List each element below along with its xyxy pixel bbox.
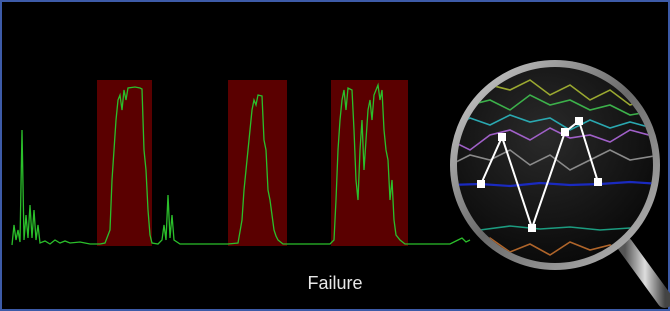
magnifier-lens xyxy=(457,67,653,263)
illustration: Failure xyxy=(0,0,670,311)
failure-region xyxy=(228,80,287,246)
caption: Failure xyxy=(307,273,362,293)
failure-region xyxy=(97,80,152,246)
page: Failure (() => { const data = JSON.parse… xyxy=(0,0,670,311)
